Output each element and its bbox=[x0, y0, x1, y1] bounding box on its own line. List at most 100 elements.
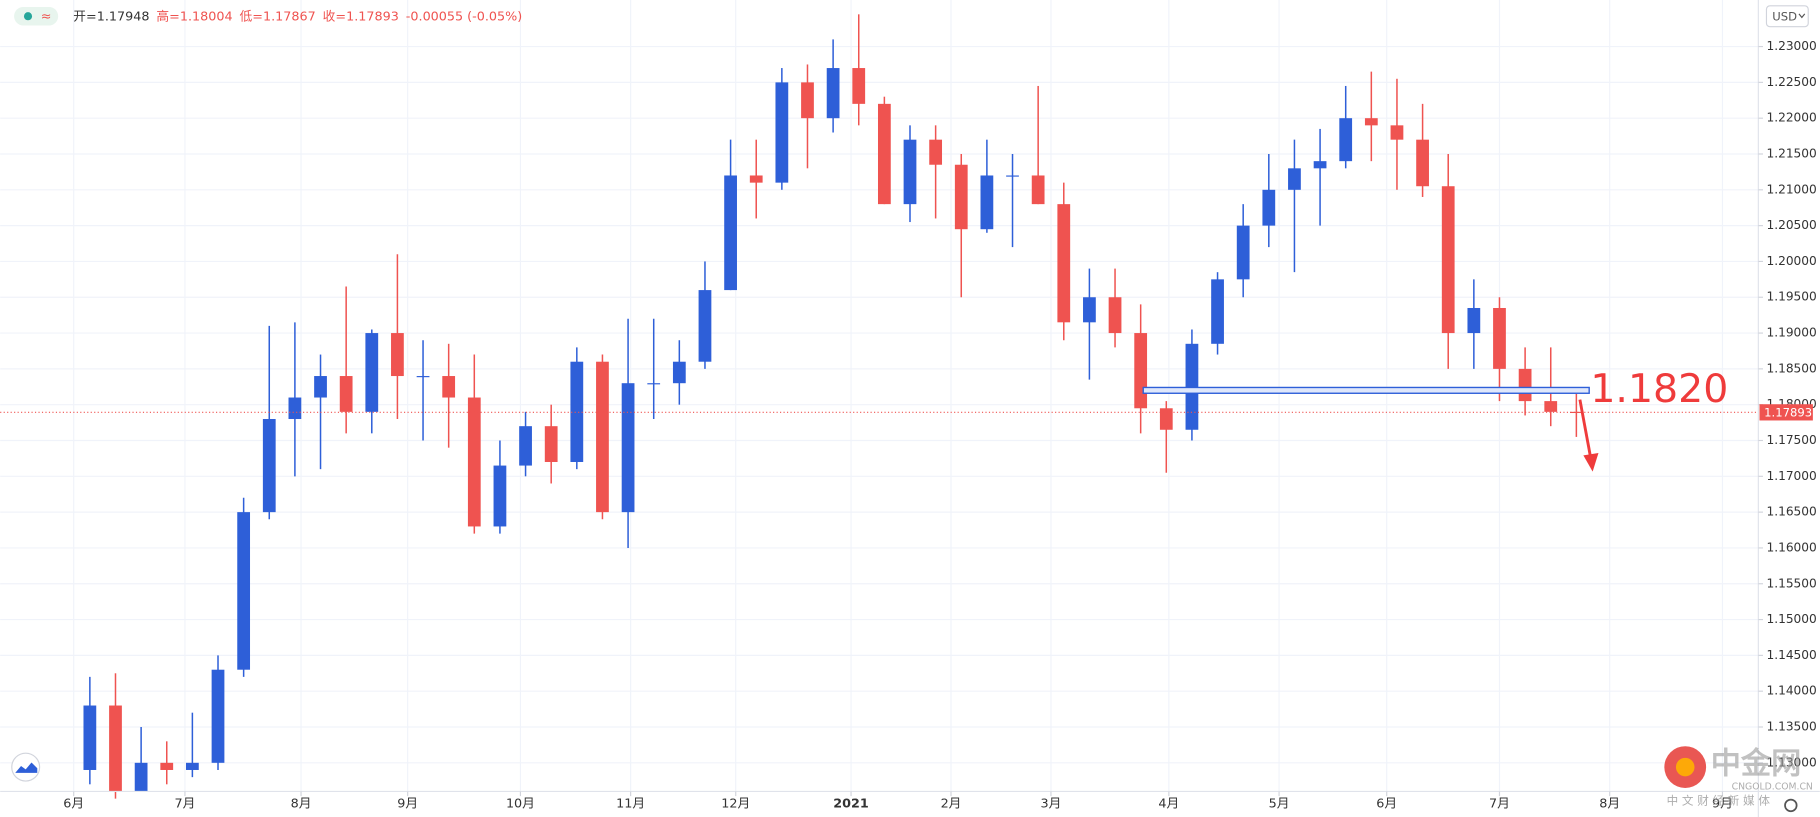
candle-body bbox=[801, 82, 814, 119]
candle-body bbox=[493, 465, 507, 527]
x-tick-label: 12月 bbox=[721, 797, 750, 812]
candle-body bbox=[1313, 161, 1327, 169]
y-tick-label: 1.13500 bbox=[1766, 720, 1816, 734]
candle-body bbox=[775, 82, 789, 183]
watermark-url: CNGOLD.COM.CN bbox=[1732, 781, 1813, 792]
candle-body bbox=[1262, 189, 1276, 226]
candle-body bbox=[391, 333, 404, 377]
candle-body bbox=[1339, 118, 1353, 162]
candle-body bbox=[903, 139, 917, 205]
candle-body bbox=[621, 383, 635, 513]
candle-body bbox=[929, 139, 943, 165]
candle-body bbox=[1006, 175, 1019, 177]
x-tick-label: 10月 bbox=[506, 797, 535, 812]
x-tick-label: 2月 bbox=[941, 797, 962, 812]
y-tick-label: 1.20000 bbox=[1766, 254, 1816, 268]
candle-body bbox=[544, 426, 558, 462]
settings-icon[interactable] bbox=[1784, 798, 1798, 813]
candle-body bbox=[672, 361, 686, 384]
axes: 1.13000 1.13500 1.14000 1.14500 1.15000 1.155… bbox=[63, 39, 1817, 812]
candle-body bbox=[237, 512, 251, 670]
grid bbox=[0, 0, 1759, 792]
x-tick-label: 6月 bbox=[1376, 797, 1397, 812]
ohlc-header: 开=1.17948 高=1.18004 低=1.17867 收=1.17893 -0.0… bbox=[73, 8, 522, 24]
x-tick-label: 5月 bbox=[1269, 797, 1290, 812]
y-tick-label: 1.20500 bbox=[1766, 218, 1816, 232]
y-tick-label: 1.19500 bbox=[1766, 290, 1816, 304]
overlay: 1.1820 bbox=[0, 366, 1759, 472]
symbol-badge[interactable] bbox=[14, 6, 59, 26]
ohlc-item: 开=1.17948 bbox=[73, 9, 149, 24]
candle-body bbox=[1569, 411, 1583, 414]
last-price-box bbox=[1759, 404, 1813, 421]
level-label: 1.1820 bbox=[1590, 366, 1728, 412]
currency-button[interactable] bbox=[1765, 5, 1809, 28]
candle-body bbox=[954, 164, 968, 230]
y-tick-label: 1.18500 bbox=[1766, 361, 1816, 375]
candle-body bbox=[83, 705, 97, 770]
candle-body bbox=[467, 397, 481, 527]
candle-body bbox=[262, 419, 276, 513]
y-tick-label: 1.17500 bbox=[1766, 433, 1816, 447]
x-tick-label: 9月 bbox=[1712, 797, 1733, 812]
candle-body bbox=[1544, 401, 1558, 412]
candle-body bbox=[288, 397, 302, 420]
candle-body bbox=[1211, 279, 1224, 344]
ohlc-item: -0.00055 (-0.05%) bbox=[406, 9, 522, 24]
arrow-head bbox=[1583, 453, 1599, 472]
x-tick-label: 8月 bbox=[291, 797, 312, 812]
y-tick-label: 1.13000 bbox=[1766, 755, 1816, 769]
candle-body bbox=[160, 762, 174, 770]
y-tick-label: 1.23000 bbox=[1766, 39, 1816, 53]
y-tick-label: 1.16000 bbox=[1766, 540, 1816, 554]
arrow-shaft bbox=[1578, 399, 1593, 463]
candle-body bbox=[1390, 125, 1404, 140]
logo-mark bbox=[15, 762, 38, 773]
x-tick-label: 7月 bbox=[175, 797, 196, 812]
x-tick-label: 7月 bbox=[1489, 797, 1510, 812]
candle-body bbox=[339, 376, 353, 412]
y-tick-label: 1.16500 bbox=[1766, 505, 1816, 519]
x-tick-label: 6月 bbox=[63, 797, 84, 812]
badge-icon: ≈ bbox=[41, 9, 52, 24]
candle-body bbox=[647, 383, 661, 385]
candle-body bbox=[1134, 333, 1148, 409]
candle-body bbox=[211, 669, 225, 763]
y-tick-label: 1.15500 bbox=[1766, 576, 1816, 590]
candle-body bbox=[109, 705, 122, 792]
y-tick-label: 1.21000 bbox=[1766, 182, 1816, 196]
candle-body bbox=[1108, 297, 1122, 334]
level-band bbox=[1142, 386, 1590, 394]
status-dot bbox=[23, 12, 33, 21]
candle-body bbox=[1493, 307, 1506, 369]
y-tick-label: 1.21500 bbox=[1766, 146, 1816, 160]
watermark-name: 中金网 bbox=[1711, 745, 1801, 781]
x-tick-label: 11月 bbox=[616, 797, 645, 812]
candle-body bbox=[442, 376, 456, 398]
candle-body bbox=[724, 175, 737, 291]
ohlc-item: 高=1.18004 bbox=[156, 8, 232, 24]
candle-body bbox=[877, 103, 891, 205]
candle-body bbox=[1467, 307, 1481, 334]
y-tick-label: 1.14500 bbox=[1766, 648, 1816, 662]
candle-body bbox=[1288, 168, 1301, 190]
ohlc-item: 低=1.17867 bbox=[240, 9, 316, 24]
last-price-label: 1.17893 bbox=[1764, 405, 1812, 419]
candle-body bbox=[365, 333, 379, 412]
candle-body bbox=[1031, 175, 1045, 205]
candle-body bbox=[1083, 297, 1096, 323]
y-tick-label: 1.17000 bbox=[1766, 469, 1816, 483]
candle-body bbox=[416, 376, 430, 378]
candle-body bbox=[1364, 118, 1378, 126]
logo-circle[interactable] bbox=[11, 752, 41, 782]
candle-body bbox=[134, 762, 148, 792]
y-tick-label: 1.15000 bbox=[1766, 612, 1816, 626]
candle-body bbox=[980, 175, 994, 230]
candle-body bbox=[570, 361, 584, 462]
currency-caret bbox=[1798, 13, 1806, 19]
candle-body bbox=[185, 762, 199, 770]
candle-body bbox=[1518, 368, 1532, 402]
x-tick-label: 8月 bbox=[1599, 797, 1620, 812]
watermark-logo-inner bbox=[1675, 757, 1695, 777]
